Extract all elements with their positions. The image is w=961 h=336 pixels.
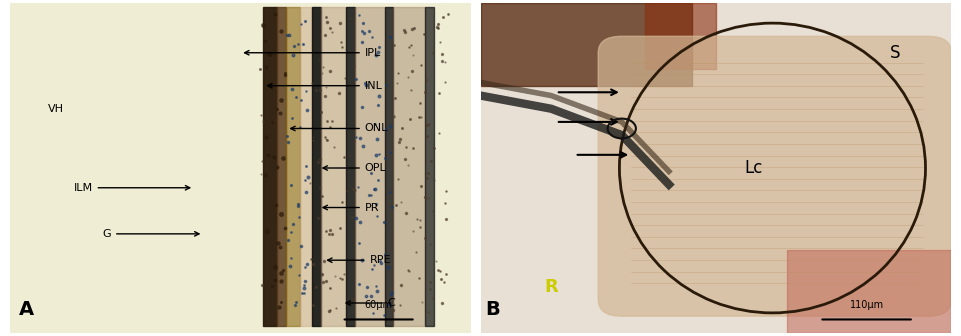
Bar: [384, 7, 393, 326]
Bar: [393, 7, 425, 326]
Bar: [355, 7, 384, 326]
Bar: [425, 7, 434, 326]
Bar: [480, 3, 692, 86]
Bar: [263, 7, 277, 326]
Text: OPL: OPL: [323, 163, 386, 173]
Text: 60μm: 60μm: [364, 300, 393, 309]
Bar: [277, 7, 286, 326]
Text: B: B: [485, 300, 500, 320]
Text: R: R: [544, 278, 558, 296]
Text: C: C: [346, 298, 396, 308]
Bar: [346, 7, 355, 326]
Text: VH: VH: [48, 104, 63, 114]
FancyBboxPatch shape: [598, 36, 951, 316]
Text: A: A: [19, 300, 34, 320]
Bar: [311, 7, 321, 326]
Bar: [321, 7, 346, 326]
Bar: [300, 7, 311, 326]
Text: Lc: Lc: [745, 159, 763, 177]
Text: IPL: IPL: [245, 48, 382, 58]
Bar: [787, 250, 951, 333]
Text: RPE: RPE: [328, 255, 391, 265]
Text: INL: INL: [268, 81, 382, 91]
Bar: [646, 3, 716, 69]
Text: 110μm: 110μm: [850, 300, 884, 309]
Bar: [286, 7, 300, 326]
Text: G: G: [103, 229, 199, 239]
Text: PR: PR: [323, 203, 380, 212]
Text: ONL: ONL: [291, 124, 388, 133]
Text: S: S: [890, 44, 900, 62]
Text: ILM: ILM: [73, 183, 189, 193]
